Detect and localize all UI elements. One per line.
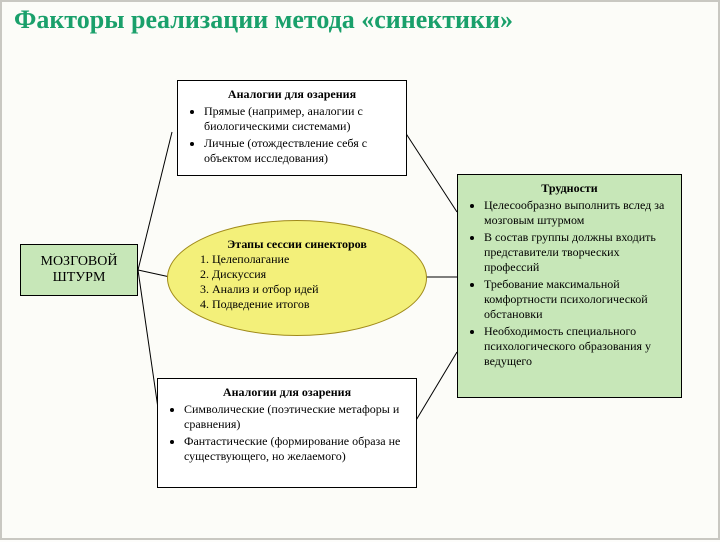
list-item: Прямые (например, аналогии с биологическ… bbox=[204, 104, 398, 134]
analogies-top-title: Аналогии для озарения bbox=[186, 87, 398, 102]
brainstorm-label: МОЗГОВОЙ ШТУРМ bbox=[29, 254, 129, 286]
list-item: Необходимость специального психологическ… bbox=[484, 324, 673, 369]
list-item: В состав группы должны входить представи… bbox=[484, 230, 673, 275]
list-item: Целесообразно выполнить вслед за мозговы… bbox=[484, 198, 673, 228]
page-title: Факторы реализации метода «синектики» bbox=[2, 2, 718, 35]
difficulties-box: Трудности Целесообразно выполнить вслед … bbox=[457, 174, 682, 398]
analogies-top-box: Аналогии для озарения Прямые (например, … bbox=[177, 80, 407, 176]
list-item: Фантастические (формирование образа не с… bbox=[184, 434, 408, 464]
session-stages-list: ЦелеполаганиеДискуссияАнализ и отбор иде… bbox=[186, 252, 408, 312]
list-item: Требование максимальной комфортности пси… bbox=[484, 277, 673, 322]
session-stages-ellipse: Этапы сессии синекторов ЦелеполаганиеДис… bbox=[167, 220, 427, 336]
list-item: Дискуссия bbox=[212, 267, 408, 282]
analogies-bottom-list: Символические (поэтические метафоры и ср… bbox=[166, 402, 408, 464]
difficulties-title: Трудности bbox=[466, 181, 673, 196]
list-item: Символические (поэтические метафоры и ср… bbox=[184, 402, 408, 432]
analogies-bottom-box: Аналогии для озарения Символические (поэ… bbox=[157, 378, 417, 488]
slide: Факторы реализации метода «синектики» МО… bbox=[0, 0, 720, 540]
list-item: Подведение итогов bbox=[212, 297, 408, 312]
analogies-bottom-title: Аналогии для озарения bbox=[166, 385, 408, 400]
list-item: Анализ и отбор идей bbox=[212, 282, 408, 297]
list-item: Целеполагание bbox=[212, 252, 408, 267]
analogies-top-list: Прямые (например, аналогии с биологическ… bbox=[186, 104, 398, 166]
session-stages-title: Этапы сессии синекторов bbox=[186, 237, 408, 252]
list-item: Личные (отождествление себя с объектом и… bbox=[204, 136, 398, 166]
brainstorm-box: МОЗГОВОЙ ШТУРМ bbox=[20, 244, 138, 296]
difficulties-list: Целесообразно выполнить вслед за мозговы… bbox=[466, 198, 673, 369]
